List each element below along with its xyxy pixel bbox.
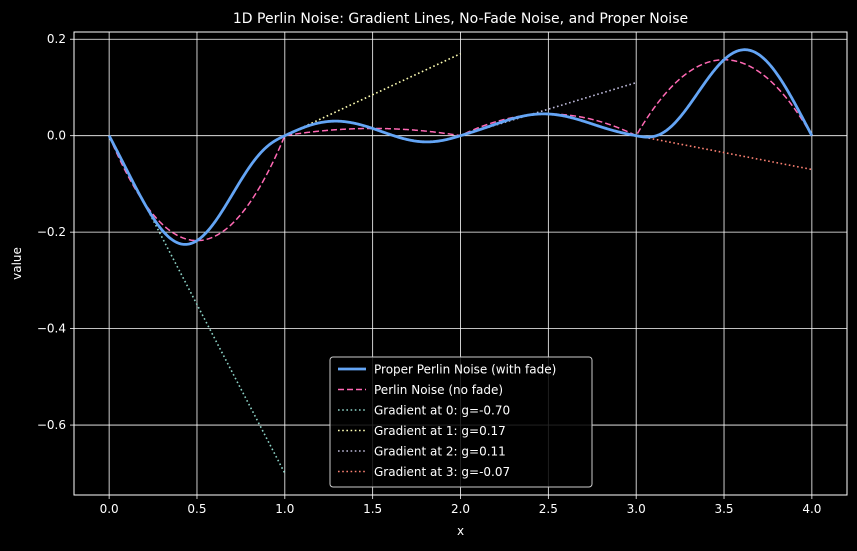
gradient-line-3: [636, 134, 813, 171]
x-tick-label: 1.0: [275, 502, 294, 516]
x-tick-label: 2.0: [451, 502, 470, 516]
x-tick-label: 3.0: [627, 502, 646, 516]
legend-label: Perlin Noise (no fade): [374, 383, 503, 397]
legend: Proper Perlin Noise (with fade) Perlin No…: [329, 356, 593, 488]
legend-label: Gradient at 0: g=-0.70: [374, 404, 510, 418]
y-tick-label: −0.4: [37, 322, 66, 336]
legend-label: Gradient at 3: g=-0.07: [374, 465, 510, 479]
legend-label: Proper Perlin Noise (with fade): [374, 363, 556, 377]
y-tick-label: −0.6: [37, 418, 66, 432]
fade-noise-line: [107, 48, 814, 246]
x-axis-label: x: [457, 524, 464, 538]
x-tick-label: 2.5: [539, 502, 558, 516]
series-layer: [107, 48, 814, 474]
x-tick-label: 4.0: [802, 502, 821, 516]
chart-title: 1D Perlin Noise: Gradient Lines, No-Fade…: [233, 11, 688, 27]
legend-label: Gradient at 2: g=0.11: [374, 445, 506, 459]
legend-box: [329, 356, 593, 488]
x-tick-label: 0.5: [187, 502, 206, 516]
gradient-line-1: [284, 52, 461, 137]
y-tick-label: 0.2: [47, 32, 66, 46]
x-tick-label: 3.5: [714, 502, 733, 516]
y-axis-label: value: [10, 247, 24, 280]
x-tick-label: 0.0: [100, 502, 119, 516]
ticks-layer: 0.0 0.5 1.0 1.5 2.0 2.5 3.0 3.5 4.0 0.2 0.0 −0.2 −0.…: [37, 32, 822, 516]
y-tick-label: 0.0: [47, 129, 66, 143]
y-tick-label: −0.2: [37, 225, 66, 239]
x-tick-label: 1.5: [363, 502, 382, 516]
legend-label: Gradient at 1: g=0.17: [374, 424, 506, 438]
